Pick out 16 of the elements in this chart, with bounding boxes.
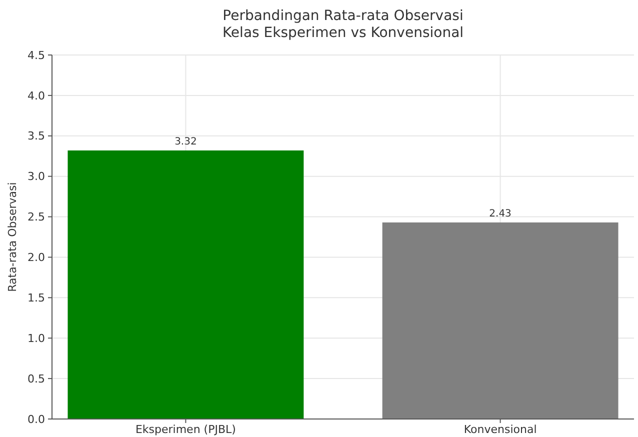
y-tick-label: 2.5 <box>28 210 45 224</box>
y-tick-label: 2.0 <box>28 251 45 264</box>
x-tick-label: Konvensional <box>464 423 537 436</box>
y-tick-label: 3.5 <box>28 130 45 143</box>
y-tick-label: 1.0 <box>28 332 45 345</box>
y-axis-title: Rata-rata Observasi <box>6 182 19 292</box>
data-label: 2.43 <box>489 208 512 220</box>
y-tick-label: 4.0 <box>28 89 45 102</box>
y-tick-label: 3.0 <box>28 170 45 184</box>
chart-title: Perbandingan Rata-rata Observasi Kelas Eksperimen vs Konvensional <box>222 8 464 41</box>
y-tick-label: 0.0 <box>28 412 45 426</box>
y-tick-label: 4.5 <box>28 48 45 62</box>
x-tick-label: Eksperimen (PJBL) <box>135 423 236 436</box>
y-tick-label: 1.5 <box>28 292 45 305</box>
y-tick-label: 0.5 <box>28 372 45 386</box>
data-label: 3.32 <box>174 136 197 148</box>
